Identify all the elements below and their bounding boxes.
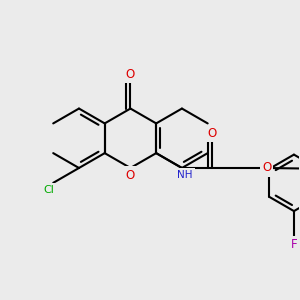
Text: Cl: Cl xyxy=(43,185,54,195)
Text: O: O xyxy=(126,68,135,81)
Text: O: O xyxy=(207,127,216,140)
Text: F: F xyxy=(291,238,297,251)
Text: NH: NH xyxy=(177,170,193,180)
Text: O: O xyxy=(126,169,135,182)
Text: O: O xyxy=(262,161,271,175)
